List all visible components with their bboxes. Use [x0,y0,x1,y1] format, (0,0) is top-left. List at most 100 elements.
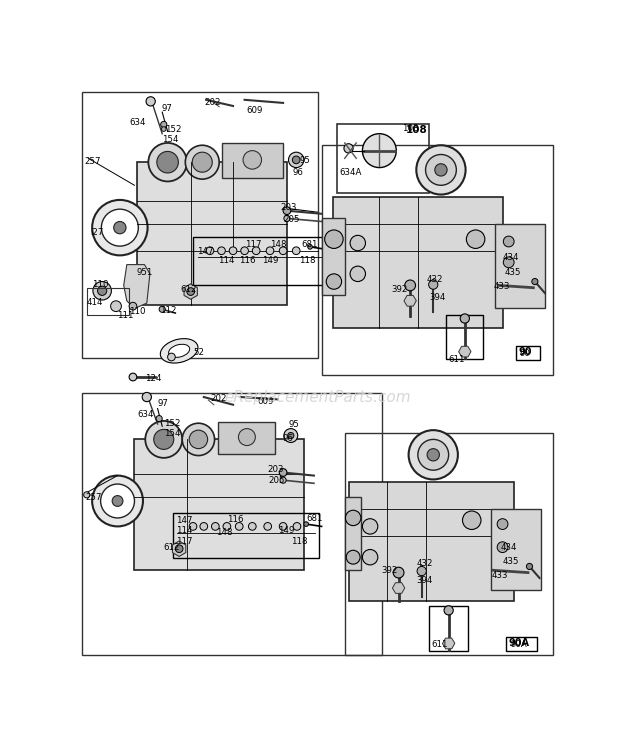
Circle shape [154,430,174,450]
Circle shape [192,152,212,172]
Circle shape [157,151,179,173]
Text: 97: 97 [157,399,169,408]
Text: 609: 609 [258,397,274,406]
Circle shape [279,522,287,531]
Circle shape [156,416,162,421]
Circle shape [167,353,175,361]
Text: 202: 202 [210,394,226,403]
Text: 634A: 634A [339,168,361,177]
Circle shape [211,522,219,531]
Circle shape [425,154,456,186]
Circle shape [243,151,262,169]
Circle shape [346,551,360,564]
Circle shape [326,274,342,289]
Text: 203: 203 [267,464,283,474]
Text: 90: 90 [520,349,530,358]
Text: 116: 116 [239,256,255,265]
Text: 108: 108 [402,124,419,133]
Circle shape [182,423,215,456]
Text: 52: 52 [193,348,204,357]
Circle shape [249,522,256,531]
Text: 394: 394 [430,293,446,302]
Circle shape [279,247,287,255]
Text: 147: 147 [197,247,213,256]
Circle shape [350,235,365,251]
Text: 114: 114 [218,256,234,265]
Circle shape [428,280,438,289]
Circle shape [200,522,208,531]
Circle shape [161,127,166,131]
Circle shape [293,522,301,531]
Bar [82,393,383,655]
Bar [430,606,468,651]
Text: 149: 149 [262,256,278,265]
Circle shape [102,209,138,246]
Text: 97: 97 [161,105,172,114]
Text: eReplacementParts.com: eReplacementParts.com [224,390,411,404]
Text: 205: 205 [283,214,299,223]
Text: 202: 202 [205,98,221,108]
Circle shape [393,567,404,578]
Text: 110: 110 [92,280,108,289]
Circle shape [363,134,396,168]
Circle shape [229,247,237,255]
Circle shape [129,373,137,381]
Text: 95: 95 [299,156,310,165]
Bar [495,224,545,309]
Text: 112: 112 [160,306,177,315]
Text: 148: 148 [216,528,232,537]
Bar [135,439,304,571]
Text: 148: 148 [270,240,286,249]
Circle shape [280,477,286,483]
Circle shape [497,519,508,530]
Text: 392: 392 [391,286,407,295]
Ellipse shape [161,338,198,363]
Circle shape [185,145,219,179]
Text: 257: 257 [85,493,102,502]
Bar [193,237,324,285]
Text: 116: 116 [227,515,244,524]
Circle shape [288,152,304,168]
Text: 681: 681 [306,514,322,523]
Circle shape [92,476,143,526]
Text: 433: 433 [494,281,510,291]
Circle shape [284,429,298,442]
Bar [516,347,540,360]
Text: 118: 118 [299,256,316,265]
Bar [337,124,430,193]
Bar [87,288,129,315]
Circle shape [146,96,155,106]
Polygon shape [124,265,150,309]
Circle shape [363,519,378,534]
Bar [322,218,345,295]
Circle shape [532,278,538,285]
Circle shape [145,421,182,458]
Circle shape [435,164,447,176]
Circle shape [252,247,260,255]
Circle shape [241,247,249,255]
Circle shape [288,433,294,439]
Text: 612: 612 [180,286,197,295]
Text: 147: 147 [176,516,193,525]
Circle shape [405,280,415,291]
Text: 432: 432 [427,275,443,284]
Text: 681: 681 [301,240,318,249]
Circle shape [84,492,90,498]
Text: 96: 96 [282,434,293,443]
Text: 611: 611 [448,355,464,364]
Text: 118: 118 [291,537,308,546]
Bar [446,315,484,359]
Circle shape [427,449,440,461]
Text: 435: 435 [504,268,521,277]
Circle shape [344,144,353,153]
Circle shape [236,522,243,531]
Text: 152: 152 [164,418,180,427]
Bar [345,433,554,655]
Circle shape [466,230,485,249]
Circle shape [110,301,122,312]
Text: 90A: 90A [510,640,527,649]
Circle shape [350,266,365,281]
Bar [218,421,275,454]
Circle shape [503,236,514,247]
Text: 111: 111 [117,311,133,320]
